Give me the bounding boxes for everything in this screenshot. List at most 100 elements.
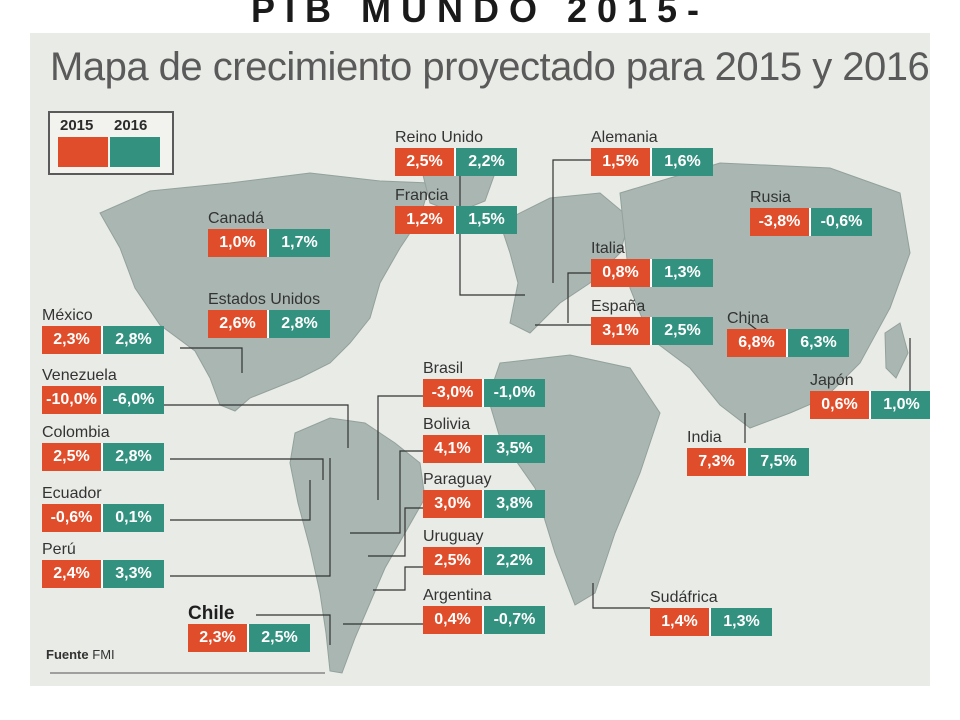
value-2015: 2,4% [42,560,103,588]
north-america-shape [99,172,431,412]
legend-swatch-2016 [110,137,160,167]
country-label-francia: Francia 1,2% 1,5% [395,186,517,234]
page-title: Mapa de crecimiento proyectado para 2015… [50,45,930,89]
leader-canada-usa [180,347,243,373]
country-name: Japón [810,372,854,389]
country-name: Sudáfrica [650,589,718,606]
source-value: FMI [92,647,115,662]
value-2015: 7,3% [687,448,748,476]
leader-bolivia [350,450,423,534]
value-2016: 2,2% [456,148,517,176]
source-label: Fuente [46,647,89,662]
newspaper-clipping: Mapa de crecimiento proyectado para 2015… [30,33,930,686]
country-name: Italia [591,240,625,257]
value-2015: 3,0% [423,490,484,518]
country-label-espana: España 3,1% 2,5% [591,297,713,345]
value-2016: 2,8% [103,443,164,471]
value-2015: 3,1% [591,317,652,345]
country-name: Bolivia [423,416,471,433]
value-2016: 1,3% [711,608,772,636]
leader-chile [256,614,331,645]
value-2015: 2,3% [42,326,103,354]
country-label-india: India 7,3% 7,5% [687,428,809,476]
value-2016: 6,3% [788,329,849,357]
country-label-japon: Japón 0,6% 1,0% [810,371,930,419]
leader-ecuador [170,480,311,521]
value-2016: 3,8% [484,490,545,518]
country-label-canada: Canadá 1,0% 1,7% [208,209,330,257]
country-name: Estados Unidos [208,291,321,308]
value-2015: 1,5% [591,148,652,176]
leader-italia [567,272,591,323]
clipped-top-title: PIB MUNDO 2015-2016 [250,0,710,26]
europe-shape [499,192,631,334]
value-2015: 6,8% [727,329,788,357]
value-2015: 1,0% [208,229,269,257]
country-name: Francia [395,187,449,204]
country-label-bolivia: Bolivia 4,1% 3,5% [423,415,545,463]
value-2015: 4,1% [423,435,484,463]
country-label-brasil: Brasil -3,0% -1,0% [423,359,545,407]
country-name: Brasil [423,360,464,377]
country-label-rusia: Rusia -3,8% -0,6% [750,188,872,236]
country-name: Perú [42,541,76,558]
value-2015: 2,3% [188,624,249,652]
value-2015: 2,5% [423,547,484,575]
country-label-chile: Chile 2,3% 2,5% [188,604,310,652]
country-label-ecuador: Ecuador -0,6% 0,1% [42,484,164,532]
country-name: Colombia [42,424,110,441]
leader-uruguay [373,566,423,591]
value-2015: -3,8% [750,208,811,236]
value-2015: -3,0% [423,379,484,407]
value-2016: 3,5% [484,435,545,463]
value-2016: 1,3% [652,259,713,287]
country-name: México [42,307,93,324]
legend-year-2015: 2015 [60,117,94,134]
country-label-mexico: México 2,3% 2,8% [42,306,164,354]
value-2016: 1,0% [871,391,930,419]
value-2016: 2,2% [484,547,545,575]
country-name: China [727,310,769,327]
country-name: Chile [188,603,235,624]
value-2016: -0,6% [811,208,872,236]
country-label-alemania: Alemania 1,5% 1,6% [591,128,713,176]
value-2016: -6,0% [103,386,164,414]
country-name: España [591,298,646,315]
leader-venezuela [160,404,349,448]
value-2016: 7,5% [748,448,809,476]
country-label-reino-unido: Reino Unido 2,5% 2,2% [395,128,517,176]
leader-paraguay [368,507,423,557]
value-2015: 0,6% [810,391,871,419]
country-label-sudafrica: Sudáfrica 1,4% 1,3% [650,588,772,636]
country-name: Argentina [423,587,492,604]
source-note: Fuente FMI [46,647,115,662]
country-label-colombia: Colombia 2,5% 2,8% [42,423,164,471]
value-2016: 0,1% [103,504,164,532]
legend-swatch-2015 [58,137,108,167]
country-name: Venezuela [42,367,117,384]
country-name: Ecuador [42,485,102,502]
leader-sudafrica [592,583,650,609]
country-label-italia: Italia 0,8% 1,3% [591,239,713,287]
world-map [50,154,911,674]
value-2015: 0,8% [591,259,652,287]
legend: 2015 2016 [48,111,174,175]
value-2016: 1,6% [652,148,713,176]
leader-alemania [552,159,591,283]
value-2015: -0,6% [42,504,103,532]
country-label-china: China 6,8% 6,3% [727,309,849,357]
value-2015: 2,6% [208,310,269,338]
country-name: Rusia [750,189,791,206]
value-2015: 1,4% [650,608,711,636]
value-2015: 2,5% [395,148,456,176]
value-2016: 1,5% [456,206,517,234]
south-america-shape [289,417,426,674]
leader-colombia [170,458,324,480]
value-2016: 1,7% [269,229,330,257]
country-name: Paraguay [423,471,492,488]
leader-brasil [377,395,423,500]
country-label-estados-unidos: Estados Unidos 2,6% 2,8% [208,290,330,338]
country-name: Reino Unido [395,129,484,146]
japan-shape [884,322,909,379]
value-2016: -0,7% [484,606,545,634]
